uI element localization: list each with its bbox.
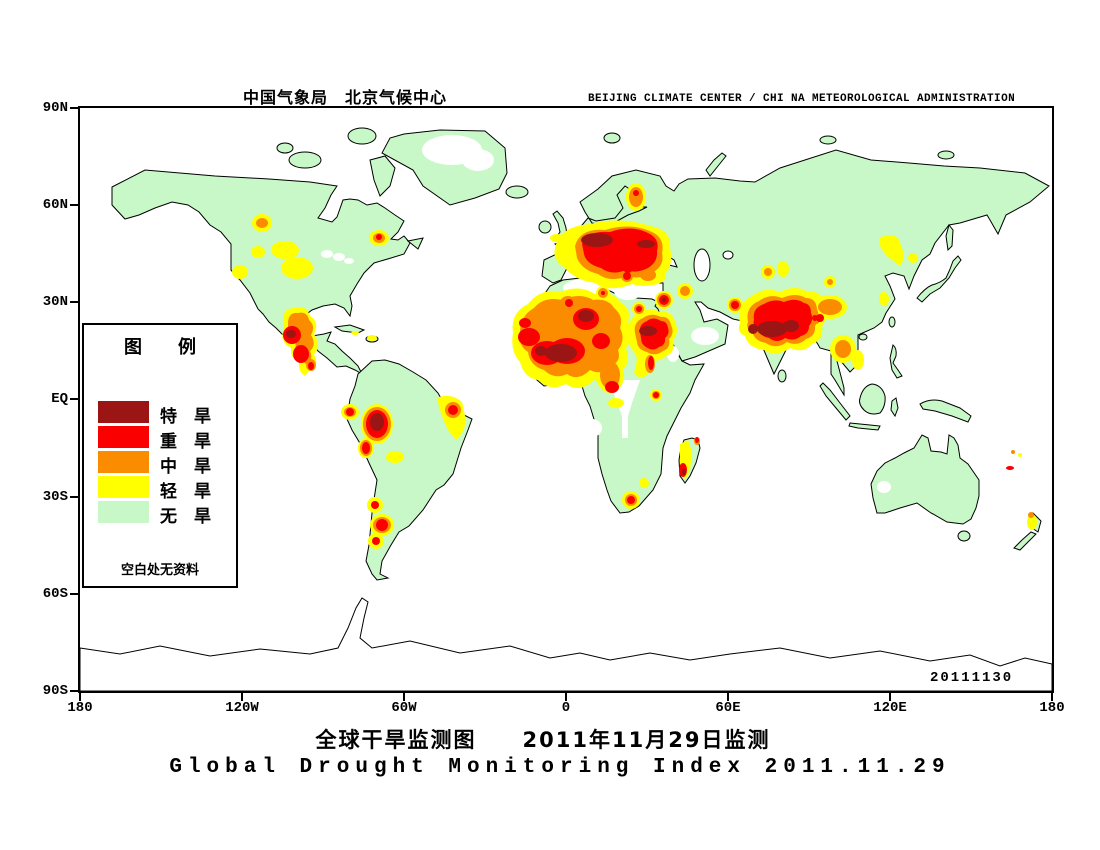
legend-item-none: 无 旱	[84, 501, 236, 527]
lon-axis-label: 120E	[873, 700, 907, 716]
lat-tick	[70, 107, 78, 109]
legend-item-extreme: 特 旱	[84, 401, 236, 427]
lat-axis-label: 30N	[42, 294, 68, 310]
lat-tick	[70, 593, 78, 595]
lat-axis-label: 30S	[42, 489, 68, 505]
legend-color-swatch	[98, 476, 149, 498]
lon-tick	[727, 693, 729, 701]
footer-title-english: Global Drought Monitoring Index 2011.11.…	[169, 756, 951, 779]
lon-axis-label: 0	[561, 700, 571, 716]
lat-axis-label: 60S	[42, 586, 68, 602]
lon-tick	[79, 693, 81, 701]
legend-item-label: 无 旱	[160, 507, 211, 527]
lat-tick	[70, 690, 78, 692]
antarctica	[80, 597, 1052, 691]
lat-tick	[70, 204, 78, 206]
lon-tick	[889, 693, 891, 701]
legend-box: 图 例 特 旱 重 旱 中 旱 轻 旱 无 旱 空白处无资料	[82, 323, 238, 588]
lat-tick	[70, 301, 78, 303]
lon-axis-label: 180	[1039, 700, 1065, 716]
footer-title-chinese: 全球干旱监测图 2011年11月29日监测	[315, 728, 771, 752]
drought-extreme-layer	[286, 233, 799, 475]
legend-note: 空白处无资料	[120, 563, 199, 578]
legend-item-light: 轻 旱	[84, 476, 236, 502]
lon-tick	[1051, 693, 1053, 701]
map-frame	[78, 106, 1054, 693]
lon-axis-label: 60W	[391, 700, 417, 716]
legend-item-label: 重 旱	[160, 432, 211, 452]
legend-color-swatch	[98, 401, 149, 423]
legend-title: 图 例	[124, 337, 196, 358]
lon-axis-label: 180	[67, 700, 93, 716]
caspian-aral	[693, 248, 734, 282]
lat-axis-label: 90N	[42, 100, 68, 116]
lon-tick	[241, 693, 243, 701]
lon-axis-label: 60E	[715, 700, 741, 716]
legend-item-label: 特 旱	[160, 407, 211, 427]
header-title-english: BEIJING CLIMATE CENTER / CHI NA METEOROL…	[588, 93, 1016, 105]
legend-item-label: 中 旱	[160, 457, 211, 477]
header-title-chinese: 中国气象局 北京气候中心	[242, 88, 447, 107]
lon-axis-label: 120W	[225, 700, 259, 716]
lon-tick	[565, 693, 567, 701]
lat-axis-label: 90S	[42, 683, 68, 699]
legend-item-label: 轻 旱	[160, 482, 211, 502]
lon-tick	[403, 693, 405, 701]
legend-color-swatch	[98, 451, 149, 473]
lat-axis-label: 60N	[42, 197, 68, 213]
legend-color-swatch	[98, 501, 149, 523]
legend-item-moderate: 中 旱	[84, 451, 236, 477]
lat-tick	[70, 496, 78, 498]
world-map	[80, 127, 1052, 691]
legend-item-severe: 重 旱	[84, 426, 236, 452]
lat-axis-label: EQ	[51, 391, 68, 407]
map-datestamp: 20111130	[930, 670, 1014, 686]
legend-color-swatch	[98, 426, 149, 448]
lat-tick	[70, 398, 78, 400]
